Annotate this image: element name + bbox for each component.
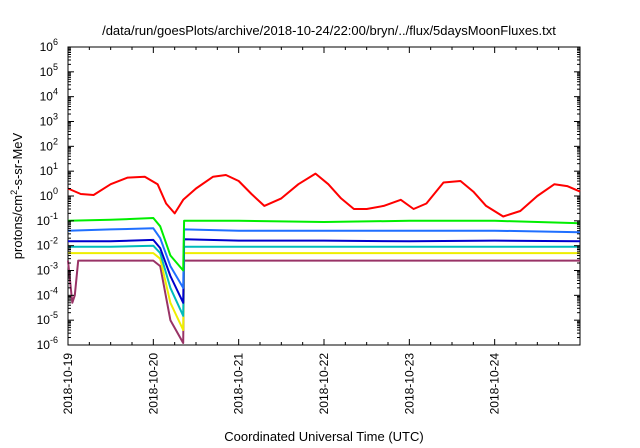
y-tick-label: 100	[40, 186, 58, 203]
y-tick-label: 10-6	[37, 335, 58, 352]
y-tick-label: 102	[40, 136, 58, 153]
x-axis: 2018-10-19 2018-10-20 2018-10-21 2018-10-22…	[61, 47, 560, 415]
y-tick-label: 10-1	[37, 211, 58, 228]
series-line-3	[68, 238, 581, 304]
x-tick-label: 2018-10-24	[488, 353, 502, 415]
y-tick-label: 106	[40, 37, 58, 54]
x-tick-label: 2018-10-21	[232, 353, 246, 415]
y-tick-label: 105	[40, 62, 58, 79]
x-tick-label: 2018-10-22	[317, 353, 331, 415]
series-line-0	[67, 172, 581, 218]
y-tick-label: 10-4	[37, 285, 58, 302]
series-line-5	[68, 252, 580, 331]
x-tick-label: 2018-10-23	[402, 353, 416, 415]
y-axis-label-base: protons/cm	[10, 195, 25, 259]
y-axis-label-sup: 2	[9, 190, 19, 195]
y-tick-label: 101	[40, 161, 58, 178]
series-layer	[67, 172, 581, 344]
y-tick-label: 10-2	[37, 236, 58, 253]
y-tick-label: 10-3	[37, 261, 58, 278]
y-axis: 10-6 10-5 10-4 10-3 10-2 10-1 100 101 102 103 104 1…	[37, 37, 580, 352]
plot-frame	[67, 46, 581, 346]
y-axis-label: protons/cm2-s-sr-MeV	[9, 132, 25, 259]
x-tick-label: 2018-10-20	[146, 353, 160, 415]
series-line-4	[68, 244, 580, 317]
y-tick-label: 104	[40, 87, 58, 104]
series-line-6	[67, 259, 580, 344]
chart-title: /data/run/goesPlots/archive/2018-10-24/2…	[102, 23, 556, 38]
series-line-2	[67, 227, 581, 289]
y-tick-label: 10-5	[37, 310, 58, 327]
plot-area: 10-6 10-5 10-4 10-3 10-2 10-1 100 101 102 103 104 1…	[37, 37, 581, 415]
y-axis-label-rest: -s-sr-MeV	[10, 132, 25, 189]
x-axis-label: Coordinated Universal Time (UTC)	[224, 429, 423, 444]
x-tick-label: 2018-10-19	[61, 353, 75, 415]
y-tick-label: 103	[40, 112, 58, 129]
series-line-1	[67, 217, 581, 272]
